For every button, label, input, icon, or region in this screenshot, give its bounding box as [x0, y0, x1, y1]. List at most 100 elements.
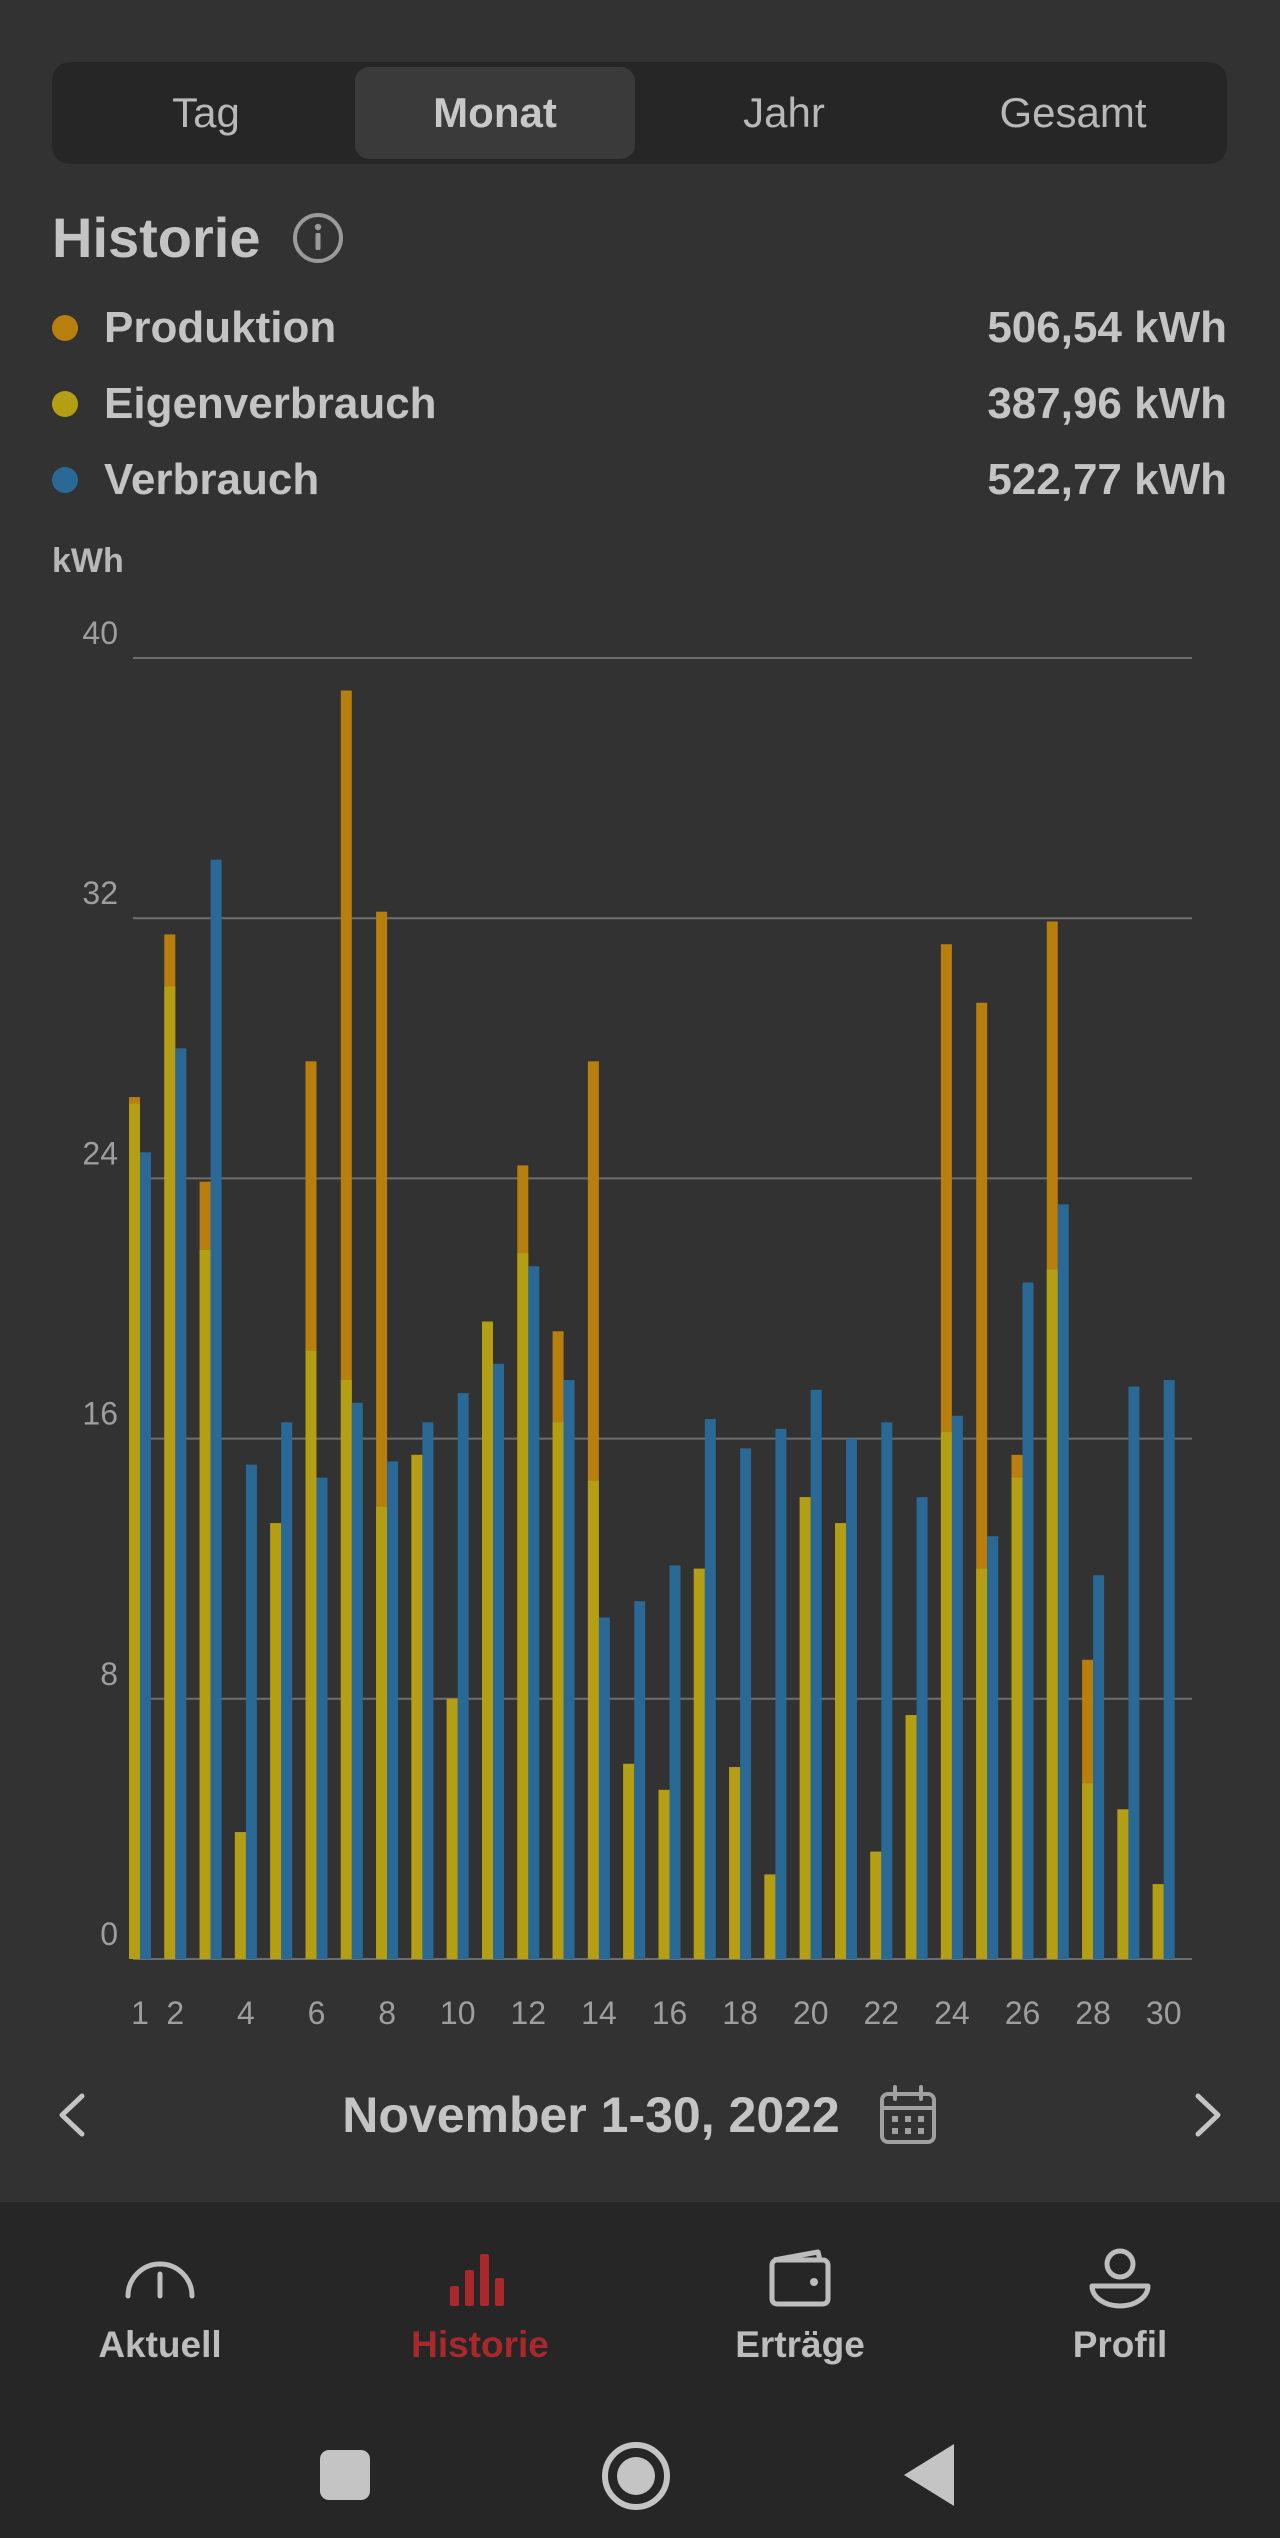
y-tick-label-0: 0 [100, 1916, 118, 1952]
bar-verbrauch-day-22 [881, 1422, 893, 1959]
bar-eigenverbrauch-day-15 [623, 1763, 635, 1959]
history-title: Historie [52, 206, 261, 269]
nav-item-ertraege[interactable]: Erträge [640, 2202, 960, 2412]
legend-label-produktion: Produktion [104, 303, 337, 352]
bar-verbrauch-day-1 [140, 1152, 151, 1959]
x-tick-label-22: 22 [864, 1995, 900, 2031]
bar-eigenverbrauch-day-16 [658, 1789, 670, 1959]
tab-gesamt[interactable]: Gesamt [999, 89, 1147, 136]
legend-label-verbrauch: Verbrauch [104, 455, 320, 504]
x-tick-label-14: 14 [581, 1995, 617, 2031]
x-tick-label-8: 8 [378, 1995, 396, 2031]
bar-verbrauch-day-23 [916, 1497, 928, 1959]
bar-eigenverbrauch-day-2 [164, 986, 176, 1959]
x-tick-label-24: 24 [934, 1995, 970, 2031]
bar-verbrauch-day-16 [669, 1565, 681, 1959]
x-tick-label-18: 18 [722, 1995, 758, 2031]
tab-jahr[interactable]: Jahr [743, 89, 825, 136]
bar-verbrauch-day-15 [634, 1601, 646, 1959]
bar-verbrauch-day-4 [245, 1464, 257, 1959]
date-range-label[interactable]: November 1-30, 2022 [342, 2087, 840, 2143]
y-tick-label-24: 24 [82, 1135, 118, 1171]
bar-produktion-day-7 [340, 690, 352, 1959]
bar-verbrauch-day-6 [316, 1477, 328, 1959]
bar-eigenverbrauch-day-4 [234, 1832, 246, 1959]
bar-eigenverbrauch-day-30 [1152, 1884, 1164, 1959]
wallet-icon [769, 2249, 831, 2307]
x-tick-label-26: 26 [1005, 1995, 1041, 2031]
bar-verbrauch-day-7 [351, 1402, 363, 1959]
calendar-icon[interactable] [878, 2084, 938, 2146]
legend-row-eigenverbrauch: Eigenverbrauch 387,96 kWh [52, 366, 1227, 442]
nav-item-profil[interactable]: Profil [960, 2202, 1280, 2412]
chevron-right-icon[interactable] [1172, 2080, 1242, 2150]
back-icon[interactable] [902, 2442, 956, 2508]
history-legend: Produktion 506,54 kWh Eigenverbrauch 387… [52, 290, 1227, 518]
bar-verbrauch-day-25 [987, 1536, 999, 1959]
x-tick-label-2: 2 [166, 1995, 184, 2031]
nav-item-historie[interactable]: Historie [320, 2202, 640, 2412]
nav-label-historie: Historie [411, 2324, 549, 2365]
bar-verbrauch-day-8 [387, 1461, 399, 1959]
bar-eigenverbrauch-day-8 [376, 1506, 388, 1959]
bar-eigenverbrauch-day-14 [587, 1480, 599, 1959]
bar-verbrauch-day-21 [846, 1438, 857, 1959]
home-icon[interactable] [600, 2440, 672, 2512]
eigenverbrauch-dot [52, 391, 78, 417]
x-tick-label-28: 28 [1075, 1995, 1111, 2031]
nav-label-profil: Profil [1072, 2324, 1168, 2365]
bar-verbrauch-day-28 [1093, 1575, 1105, 1959]
bar-eigenverbrauch-day-10 [446, 1698, 458, 1959]
legend-row-produktion: Produktion 506,54 kWh [52, 290, 1227, 366]
bar-eigenverbrauch-day-20 [799, 1497, 811, 1959]
bar-eigenverbrauch-day-21 [835, 1523, 846, 1959]
bar-eigenverbrauch-day-5 [270, 1523, 282, 1959]
bar-verbrauch-day-19 [775, 1428, 787, 1959]
bar-eigenverbrauch-day-7 [340, 1380, 352, 1959]
x-tick-label-6: 6 [308, 1995, 326, 2031]
chevron-left-icon[interactable] [38, 2080, 108, 2150]
bar-eigenverbrauch-day-19 [764, 1874, 776, 1959]
tab-monat[interactable]: Monat [355, 67, 635, 159]
recents-icon[interactable] [318, 2448, 372, 2502]
bar-eigenverbrauch-day-26 [1011, 1477, 1023, 1959]
bar-verbrauch-day-24 [951, 1415, 963, 1959]
legend-value-produktion: 506,54 kWh [987, 303, 1227, 352]
x-tick-label-30: 30 [1146, 1995, 1182, 2031]
period-segmented-control: Tag Monat Jahr Gesamt [52, 62, 1227, 164]
legend-value-verbrauch: 522,77 kWh [987, 455, 1227, 504]
user-icon [1089, 2248, 1151, 2309]
gauge-icon [125, 2261, 195, 2299]
bar-eigenverbrauch-day-9 [411, 1454, 423, 1959]
bar-eigenverbrauch-day-25 [976, 1568, 988, 1959]
x-tick-label-10: 10 [440, 1995, 476, 2031]
bar-verbrauch-day-2 [175, 1048, 187, 1959]
bar-eigenverbrauch-day-22 [870, 1851, 882, 1959]
bar-eigenverbrauch-day-18 [729, 1767, 741, 1959]
verbrauch-dot [52, 467, 78, 493]
bar-verbrauch-day-26 [1022, 1282, 1034, 1959]
nav-label-ertraege: Erträge [735, 2324, 865, 2365]
y-tick-label-32: 32 [82, 875, 118, 911]
tab-tag[interactable]: Tag [172, 89, 240, 136]
produktion-dot [52, 315, 78, 341]
bar-eigenverbrauch-day-27 [1046, 1269, 1058, 1959]
x-tick-label-1: 1 [131, 1995, 149, 2031]
info-icon[interactable] [291, 211, 345, 265]
bar-verbrauch-day-14 [598, 1617, 610, 1959]
bar-verbrauch-day-30 [1163, 1380, 1175, 1959]
bar-verbrauch-day-11 [493, 1363, 504, 1959]
bar-eigenverbrauch-day-28 [1082, 1783, 1094, 1959]
bar-produktion-day-8 [376, 911, 388, 1959]
y-tick-label-8: 8 [100, 1656, 118, 1692]
y-tick-label-16: 16 [82, 1396, 118, 1432]
bar-eigenverbrauch-day-29 [1117, 1809, 1129, 1959]
bar-verbrauch-day-18 [740, 1448, 752, 1959]
bar-verbrauch-day-20 [810, 1389, 822, 1959]
bar-eigenverbrauch-day-12 [517, 1253, 529, 1959]
bar-verbrauch-day-5 [281, 1422, 293, 1959]
legend-row-verbrauch: Verbrauch 522,77 kWh [52, 442, 1227, 518]
legend-value-eigenverbrauch: 387,96 kWh [987, 379, 1227, 428]
nav-item-aktuell[interactable]: Aktuell [0, 2202, 320, 2412]
